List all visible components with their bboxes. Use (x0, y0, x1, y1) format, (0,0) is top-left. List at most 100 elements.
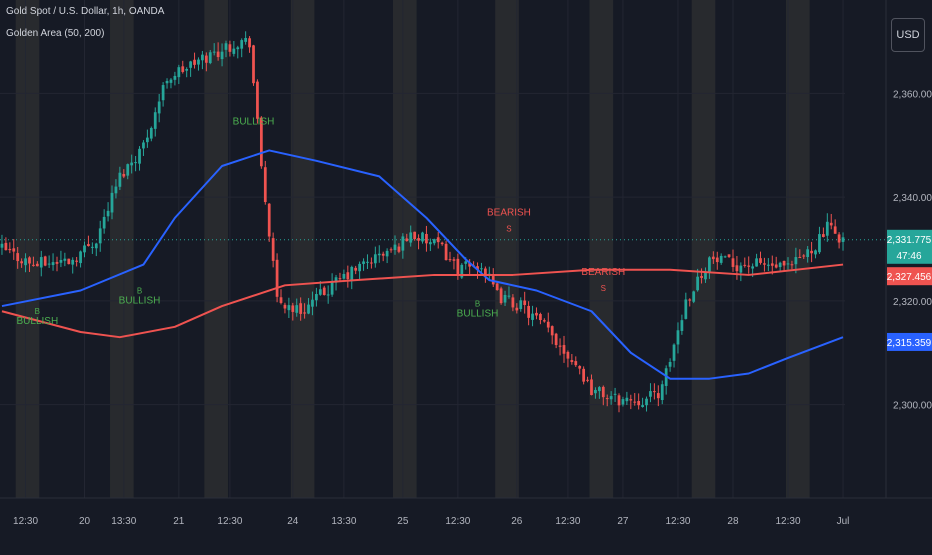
candle-body (134, 162, 137, 164)
candle-body (354, 267, 358, 271)
price-label-value: 2,315.359 (887, 338, 932, 349)
candle-body (428, 242, 432, 245)
candle-body (252, 45, 255, 84)
candle-body (778, 262, 782, 268)
candle-body (318, 289, 322, 295)
candle-body (704, 272, 707, 280)
golden-area-band (691, 0, 716, 498)
golden-area-band (393, 0, 417, 498)
candle-body (20, 261, 23, 264)
candle-body (283, 304, 287, 309)
candle-body (197, 59, 200, 65)
candle-body (28, 257, 31, 264)
candle-body (527, 305, 530, 318)
signal-label: BULLISH (119, 295, 161, 306)
candle-body (98, 228, 102, 244)
x-tick-label: 13:30 (111, 516, 136, 527)
candle-body (719, 255, 723, 263)
candle-body (782, 260, 786, 266)
candle-body (594, 389, 597, 394)
y-tick-label: 2,360.000 (893, 89, 932, 100)
x-tick-label: 12:30 (445, 516, 470, 527)
candle-body (684, 299, 688, 319)
candle-body (711, 256, 715, 260)
y-tick-label: 2,320.000 (893, 297, 932, 308)
x-tick-label: 13:30 (331, 516, 356, 527)
candle-body (822, 234, 825, 237)
signal-label: BULLISH (457, 308, 499, 319)
candle-body (244, 37, 248, 42)
golden-area-band (495, 0, 519, 498)
y-tick-label: 2,340.000 (893, 193, 932, 204)
candle-body (362, 261, 365, 264)
candle-body (212, 51, 216, 53)
candle-body (130, 162, 134, 166)
signal-marker: B (35, 307, 40, 316)
candle-body (138, 148, 141, 164)
x-tick-label: 12:30 (217, 516, 242, 527)
candle-body (617, 395, 621, 406)
candle-body (739, 265, 743, 273)
candle-body (476, 266, 479, 270)
candle-body (578, 365, 582, 369)
signal-label: BEARISH (581, 267, 625, 278)
candle-body (32, 264, 35, 266)
symbol-title: Gold Spot / U.S. Dollar, 1h, OANDA (6, 6, 165, 17)
candle-body (818, 234, 821, 253)
x-tick-label: 24 (287, 516, 299, 527)
candle-body (480, 268, 483, 270)
candle-body (204, 55, 208, 63)
candle-body (43, 256, 47, 266)
ma-slow-line (1, 263, 844, 339)
price-label-countdown: 47:46 (896, 251, 921, 262)
y-tick-label: 2,300.000 (893, 401, 932, 412)
candle-body (342, 273, 346, 279)
candle-body (586, 379, 589, 381)
candle-body (106, 210, 110, 217)
candle-body (39, 257, 43, 268)
candle-body (743, 264, 747, 266)
candle-body (334, 277, 338, 283)
candle-body (696, 276, 699, 291)
candle-body (802, 255, 806, 257)
candle-body (700, 276, 703, 278)
candle-body (118, 172, 122, 187)
candle-body (393, 244, 397, 251)
candle-body (763, 263, 766, 265)
candle-body (676, 330, 680, 345)
candle-body (503, 294, 507, 303)
candle-body (649, 391, 652, 397)
candle-body (633, 401, 637, 403)
candle-body (609, 396, 613, 400)
signal-label: BEARISH (487, 207, 531, 218)
candle-body (570, 360, 574, 363)
candle-body (149, 127, 153, 139)
candle-body (173, 75, 177, 80)
candle-body (389, 249, 393, 251)
candle-body (248, 38, 251, 48)
candle-body (126, 164, 130, 176)
candle-body (668, 361, 672, 367)
candle-body (161, 85, 165, 101)
price-label-box (887, 267, 932, 286)
candle-body (562, 345, 566, 354)
candle-body (110, 192, 114, 213)
candle-body (417, 238, 420, 241)
candle-body (67, 258, 71, 265)
candle-body (350, 266, 354, 282)
candle-body (539, 314, 542, 321)
candle-body (841, 237, 845, 242)
x-tick-label: 12:30 (775, 516, 800, 527)
candle-body (786, 263, 790, 265)
candle-body (499, 288, 503, 304)
x-tick-label: 27 (617, 516, 629, 527)
candle-body (79, 251, 82, 264)
currency-button[interactable]: USD (891, 18, 925, 52)
candle-body (495, 283, 499, 291)
candle-body (637, 400, 641, 406)
candle-body (240, 40, 244, 49)
candle-body (35, 263, 39, 267)
candle-body (8, 248, 12, 251)
candle-body (680, 320, 684, 331)
